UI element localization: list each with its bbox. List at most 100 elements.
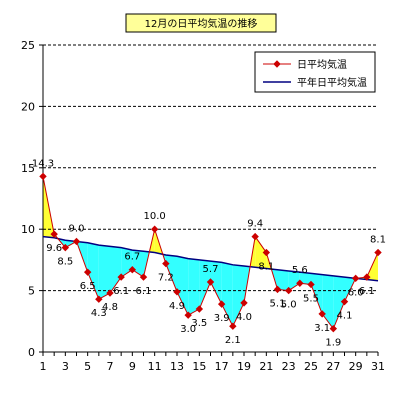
daily-temperature-point	[296, 279, 304, 287]
x-tick-label: 31	[371, 360, 385, 373]
data-label: 6.7	[124, 252, 140, 263]
data-label: 3.5	[191, 318, 207, 329]
daily-temperature-point	[284, 286, 293, 295]
data-label: 5.7	[203, 264, 219, 275]
legend-box	[254, 51, 376, 93]
fill-below-normal	[333, 275, 345, 329]
legend-daily-marker	[273, 60, 281, 68]
data-label: 3.1	[314, 323, 330, 334]
daily-temperature-point	[95, 295, 103, 303]
fill-above-normal	[255, 236, 267, 269]
daily-temperature-point	[307, 280, 315, 289]
legend-normal-label: 平年日平均気温	[297, 76, 367, 89]
data-label: 6.1	[359, 286, 375, 297]
chart-title-text: 12月の日平均気温の推移	[145, 17, 258, 30]
data-label: 4.0	[236, 312, 252, 323]
x-tick-label: 17	[215, 360, 229, 373]
daily-temperature-point	[273, 285, 282, 294]
data-label: 4.8	[102, 302, 118, 313]
data-label: 4.1	[337, 311, 353, 322]
daily-temperature-point	[61, 243, 70, 252]
y-tick-label: 15	[21, 162, 35, 175]
daily-temperature-point	[117, 273, 125, 281]
daily-temperature-point	[329, 324, 338, 333]
data-label: 4.3	[91, 308, 107, 319]
daily-temperature-point	[251, 232, 259, 241]
data-label: 5.0	[281, 300, 297, 311]
daily-temperature-point	[351, 274, 360, 283]
fill-below-normal	[277, 269, 289, 291]
data-label: 8.1	[370, 235, 386, 246]
data-label: 1.9	[325, 338, 341, 349]
data-label: 5.6	[292, 265, 308, 276]
legend-daily-label: 日平均気温	[297, 58, 347, 71]
fill-below-normal	[177, 256, 189, 316]
x-tick-label: 19	[237, 360, 251, 373]
daily-temperature-point	[374, 248, 382, 257]
daily-temperature-point	[206, 278, 215, 286]
x-tick-label: 21	[259, 360, 273, 373]
x-tick-label: 13	[170, 360, 184, 373]
fill-below-normal	[188, 258, 200, 316]
y-tick-label: 0	[28, 346, 35, 359]
data-label: 8.5	[57, 257, 73, 268]
fill-below-normal	[87, 242, 99, 300]
fill-below-normal	[288, 270, 300, 291]
fill-below-normal	[199, 259, 211, 310]
x-tick-label: 11	[148, 360, 162, 373]
daily-temperature-point	[217, 300, 226, 308]
x-tick-label: 27	[326, 360, 340, 373]
data-label: 9.4	[247, 219, 263, 230]
data-label: 9.6	[46, 243, 62, 254]
normal-temperature-line	[42, 235, 379, 282]
daily-temperature-point	[139, 273, 148, 281]
fill-below-normal	[110, 246, 122, 294]
fill-below-normal	[221, 262, 233, 327]
x-tick-label: 29	[349, 360, 363, 373]
y-tick-label: 25	[21, 39, 35, 52]
data-label: 6.1	[136, 286, 152, 297]
fill-below-normal	[299, 272, 311, 285]
daily-temperature-point	[240, 299, 248, 307]
data-label: 4.9	[169, 301, 185, 312]
data-label: 3.0	[180, 324, 196, 335]
data-label: 6.5	[80, 281, 96, 292]
y-tick-label: 10	[21, 223, 35, 236]
data-label: 10.0	[144, 211, 166, 222]
fill-below-normal	[232, 264, 244, 327]
x-tick-label: 3	[62, 360, 69, 373]
daily-temperature-point	[50, 230, 58, 238]
daily-temperature-point	[128, 266, 137, 274]
data-label: 5.5	[303, 293, 319, 304]
data-label: 6.0	[348, 287, 364, 298]
x-tick-label: 25	[304, 360, 318, 373]
data-label: 9.0	[69, 223, 85, 234]
daily-temperature-point	[162, 259, 170, 268]
daily-temperature-point	[195, 305, 204, 313]
data-label: 8.1	[258, 262, 274, 273]
y-tick-label: 20	[21, 100, 35, 113]
daily-temperature-point	[229, 322, 237, 330]
x-tick-label: 9	[129, 360, 136, 373]
daily-temperature-point	[363, 273, 371, 281]
data-label: 2.1	[225, 335, 241, 346]
daily-temperature-point	[318, 310, 326, 318]
daily-temperature-point	[184, 311, 192, 319]
data-label: 7.2	[158, 273, 174, 284]
y-tick-label: 5	[28, 285, 35, 298]
data-label: 6.1	[113, 286, 129, 297]
x-tick-label: 7	[107, 360, 114, 373]
data-label: 3.9	[214, 313, 230, 324]
daily-temperature-point	[150, 225, 159, 233]
data-label: 5.1	[270, 298, 286, 309]
data-label: 14.3	[32, 158, 54, 169]
daily-temperature-point	[340, 297, 349, 306]
daily-temperature-point	[262, 248, 271, 257]
daily-temperature-point	[72, 237, 81, 246]
x-tick-label: 1	[40, 360, 47, 373]
x-tick-label: 23	[282, 360, 296, 373]
daily-temperature-point	[106, 289, 114, 297]
fill-below-normal	[98, 245, 110, 300]
